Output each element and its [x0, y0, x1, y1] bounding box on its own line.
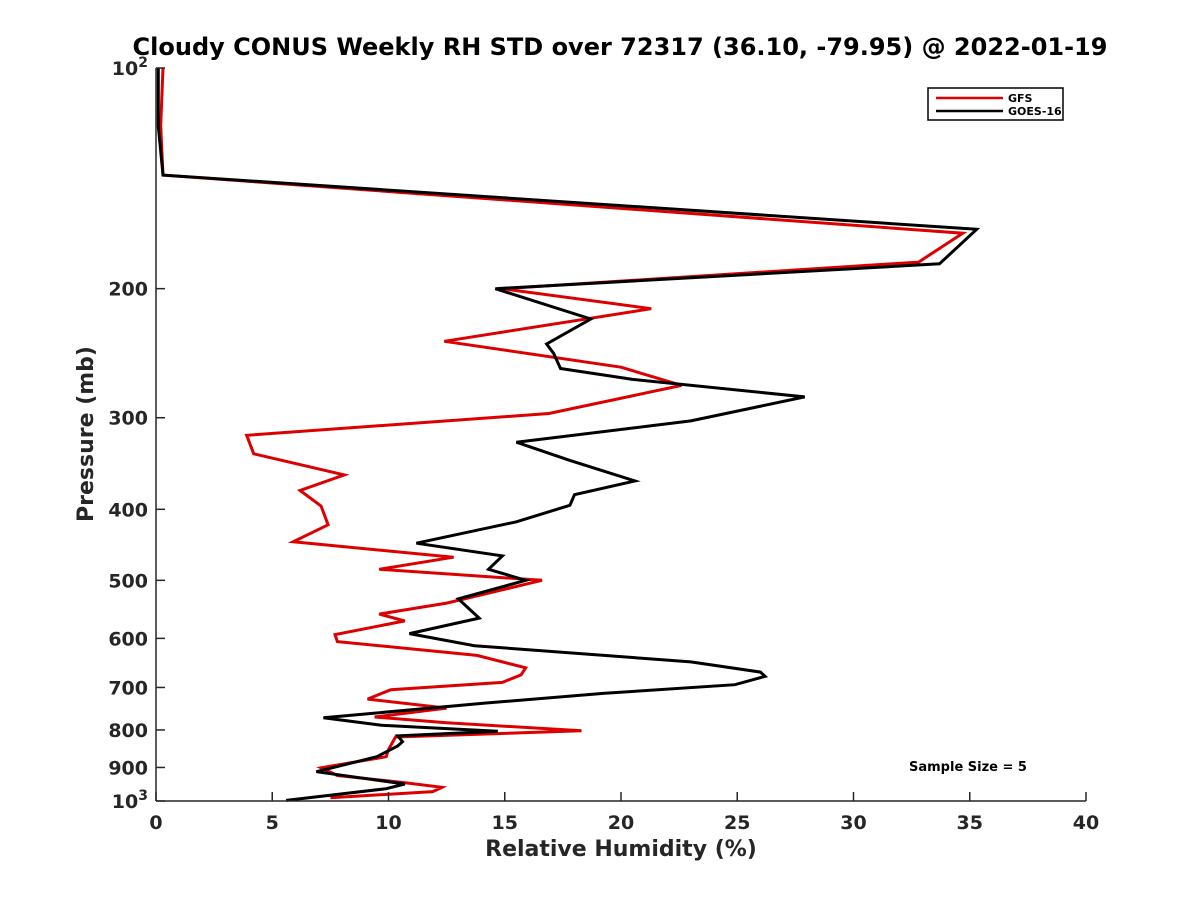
y-tick-label: 102	[112, 55, 148, 80]
x-tick-label: 35	[957, 812, 983, 834]
plot-frame	[156, 68, 1086, 801]
chart-title: Cloudy CONUS Weekly RH STD over 72317 (3…	[133, 33, 1108, 61]
y-tick-label: 500	[108, 570, 148, 592]
x-ticks: 0 5 10 15 20 25 30 35 40	[149, 792, 1099, 834]
x-tick-label: 15	[492, 812, 518, 834]
x-tick-label: 10	[375, 812, 401, 834]
x-tick-label: 30	[840, 812, 866, 834]
legend-box	[927, 87, 1064, 121]
x-tick-label: 40	[1073, 812, 1099, 834]
y-tick-label: 700	[108, 677, 148, 699]
x-tick-label: 5	[266, 812, 279, 834]
series-layer	[156, 67, 981, 802]
legend-label-goes16: GOES-16	[1008, 105, 1062, 118]
y-tick-label: 400	[108, 499, 148, 521]
sample-size-annotation: Sample Size = 5	[909, 760, 1027, 775]
y-tick-label: 103	[112, 788, 148, 813]
y-tick-label: 200	[108, 279, 148, 301]
series-line-gfs	[159, 67, 968, 800]
y-ticks: 102 200 300 400 500 600 700 800 900 103	[108, 55, 165, 813]
x-tick-label: 0	[149, 812, 162, 834]
y-tick-label: 800	[108, 720, 148, 742]
y-tick-label: 600	[108, 628, 148, 650]
y-axis-label: Pressure (mb)	[74, 346, 99, 522]
series-line-goes16	[156, 68, 981, 802]
legend: GFS GOES-16	[927, 87, 1064, 121]
legend-label-gfs: GFS	[1008, 92, 1033, 105]
y-tick-label: 900	[108, 757, 148, 779]
x-tick-label: 25	[724, 812, 750, 834]
y-tick-label: 300	[108, 408, 148, 430]
x-tick-label: 20	[608, 812, 634, 834]
x-axis-label: Relative Humidity (%)	[485, 837, 757, 862]
